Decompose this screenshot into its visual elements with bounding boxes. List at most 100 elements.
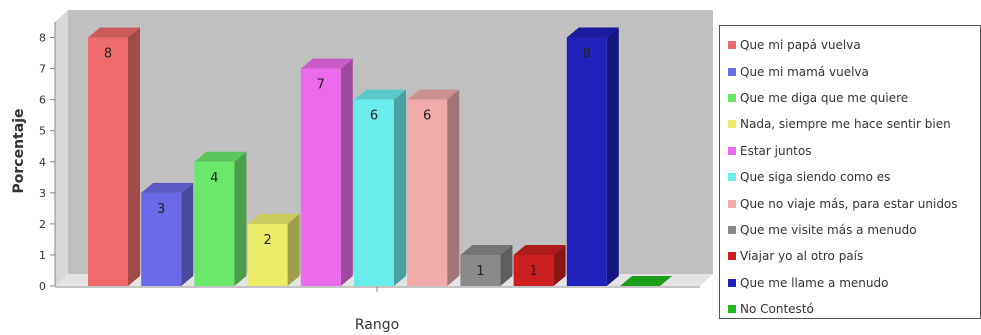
bar-value-label: 2 <box>263 233 271 248</box>
bar <box>460 244 513 286</box>
legend-swatch <box>728 120 736 129</box>
bar-side <box>606 27 619 286</box>
bar <box>300 58 353 287</box>
legend-swatch <box>728 173 736 182</box>
legend-item: No Contestó <box>728 296 980 322</box>
legend-item: Nada, siempre me hace sentir bien <box>728 111 980 137</box>
legend-label: Viajar yo al otro país <box>740 249 864 264</box>
bar-front <box>247 223 288 286</box>
legend-item: Que siga siendo como es <box>728 164 980 190</box>
legend-swatch <box>728 199 736 208</box>
y-axis-title: Porcentaje <box>11 109 27 194</box>
legend: Que mi papá vuelva Que mi mamá vuelva Que … <box>719 25 981 319</box>
y-tick-label: 6 <box>39 94 46 107</box>
plot-side-wall <box>55 10 68 286</box>
bar-side <box>553 244 566 286</box>
bar-top <box>460 244 513 255</box>
bar-top <box>354 89 406 100</box>
bar-top <box>620 276 672 286</box>
bar-top <box>407 89 460 100</box>
bar-value-label: 7 <box>317 78 325 93</box>
bar-front <box>566 37 607 286</box>
legend-item: Viajar yo al otro país <box>728 243 980 269</box>
legend-item: Que mi papá vuelva <box>728 32 980 58</box>
legend-label: Que mi mamá vuelva <box>740 64 869 79</box>
bar-top <box>513 244 566 255</box>
bar-front <box>354 99 394 286</box>
bar-side <box>181 182 194 286</box>
bar-side <box>234 151 247 286</box>
bar-top <box>300 58 353 69</box>
bar-front <box>194 161 235 286</box>
bar-front <box>460 254 501 286</box>
legend-swatch <box>728 278 736 287</box>
bar-front <box>407 99 448 286</box>
legend-label: Que mi papá vuelva <box>740 38 861 53</box>
bar-side <box>447 89 460 286</box>
legend-label: Estar juntos <box>740 143 812 158</box>
y-tick-label: 4 <box>39 156 46 169</box>
bar-value-label: 6 <box>370 109 378 124</box>
legend-item: Que me llame a menudo <box>728 270 980 296</box>
bar-value-label: 1 <box>529 264 537 279</box>
bar <box>194 151 247 286</box>
bar <box>88 27 140 286</box>
bar-side <box>128 27 140 286</box>
legend-label: Nada, siempre me hace sentir bien <box>740 117 951 132</box>
legend-swatch <box>728 41 736 50</box>
bar <box>141 182 194 286</box>
bar <box>513 244 566 286</box>
bar-value-label: 6 <box>423 109 431 124</box>
bar-top <box>88 27 140 38</box>
x-axis-title: Rango <box>355 317 399 333</box>
bar-chart: 0 1 2 3 4 5 6 7 8 8 3 4 2 7 6 6 1 1 8 Porcentaje Rango <box>11 10 713 333</box>
legend-item: Que mi mamá vuelva <box>728 58 980 84</box>
bar-front <box>88 37 128 286</box>
bar-side <box>340 58 353 287</box>
bar <box>407 89 460 286</box>
bar <box>247 213 300 286</box>
y-tick-label: 0 <box>39 280 46 293</box>
bar-side <box>500 244 513 286</box>
bar <box>354 89 406 286</box>
legend-item: Que me visite más a menudo <box>728 217 980 243</box>
bar-front <box>513 254 554 286</box>
legend-swatch <box>728 305 736 314</box>
bar <box>620 276 672 286</box>
legend-label: Que me diga que me quiere <box>740 90 909 105</box>
legend-label: Que no viaje más, para estar unidos <box>740 196 958 211</box>
bar-value-label: 3 <box>157 202 165 217</box>
bar-value-label: 4 <box>210 171 218 186</box>
bar-top <box>247 213 300 224</box>
bar-top <box>141 182 194 193</box>
bar-front <box>141 192 182 286</box>
bar-value-label: 8 <box>583 47 591 62</box>
legend-label: No Contestó <box>740 302 814 317</box>
bar <box>566 27 619 286</box>
bar-front <box>300 68 341 287</box>
legend-swatch <box>728 146 736 155</box>
y-axis-ticks: 0 1 2 3 4 5 6 7 8 <box>39 32 55 293</box>
y-tick-label: 7 <box>39 63 46 76</box>
legend-item: Que no viaje más, para estar unidos <box>728 190 980 216</box>
y-tick-label: 1 <box>39 249 46 262</box>
legend-label: Que me llame a menudo <box>740 275 889 290</box>
bar-top <box>566 27 619 38</box>
bar-value-label: 8 <box>104 47 112 62</box>
legend-swatch <box>728 252 736 261</box>
bar-side <box>394 89 406 286</box>
legend-swatch <box>728 225 736 234</box>
legend-item: Que me diga que me quiere <box>728 85 980 111</box>
bar-value-label: 1 <box>476 264 484 279</box>
legend-swatch <box>728 93 736 102</box>
legend-label: Que me visite más a menudo <box>740 222 917 237</box>
y-tick-label: 8 <box>39 32 46 45</box>
legend-swatch <box>728 67 736 76</box>
y-tick-label: 3 <box>39 187 46 200</box>
legend-label: Que siga siendo como es <box>740 170 891 185</box>
y-tick-label: 2 <box>39 218 46 231</box>
legend-item: Estar juntos <box>728 138 980 164</box>
bar-top <box>194 151 247 162</box>
y-tick-label: 5 <box>39 125 46 138</box>
bar-side <box>287 213 300 286</box>
